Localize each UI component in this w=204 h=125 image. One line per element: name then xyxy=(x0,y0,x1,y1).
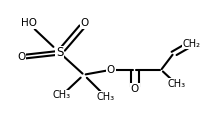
Text: CH₃: CH₃ xyxy=(97,92,115,102)
Text: CH₃: CH₃ xyxy=(53,90,71,101)
Text: S: S xyxy=(56,46,63,59)
Text: O: O xyxy=(107,65,115,75)
Text: O: O xyxy=(81,18,89,28)
Text: HO: HO xyxy=(21,18,37,28)
Text: CH₂: CH₂ xyxy=(182,38,200,48)
Text: O: O xyxy=(17,52,25,62)
Text: CH₃: CH₃ xyxy=(167,79,185,89)
Text: O: O xyxy=(131,84,139,94)
